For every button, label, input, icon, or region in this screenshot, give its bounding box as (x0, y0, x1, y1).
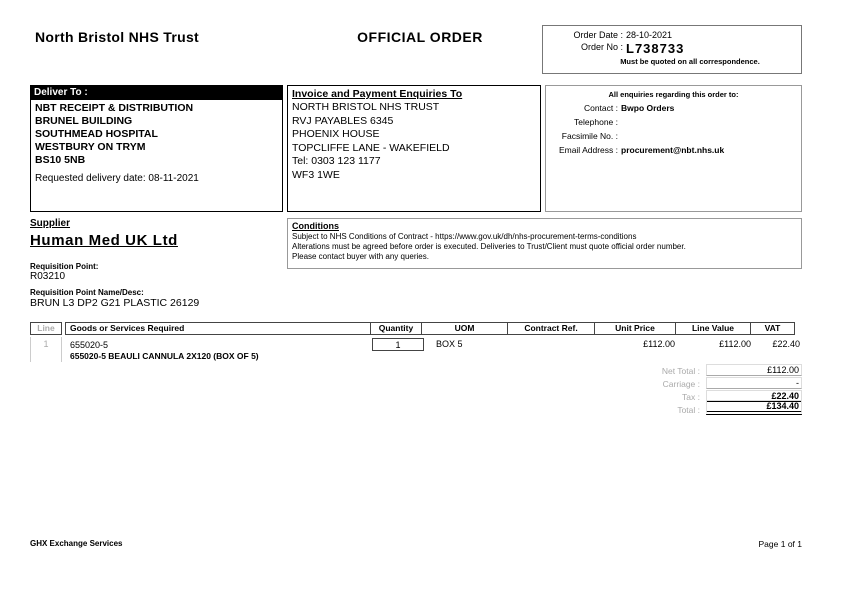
telephone-label: Telephone : (574, 117, 618, 127)
carriage-row: Carriage : - (640, 377, 802, 389)
total-row: Total : £134.40 (640, 400, 802, 415)
line-value: £112.00 (719, 339, 751, 349)
email-value: procurement@nbt.nhs.uk (621, 145, 725, 155)
conditions-box: Conditions Subject to NHS Conditions of … (287, 218, 802, 269)
total-value: £134.40 (706, 400, 802, 415)
document-title: OFFICIAL ORDER (357, 29, 483, 45)
carriage-value: - (706, 377, 802, 389)
conditions-header: Conditions (292, 221, 339, 231)
tax-row: Tax : £22.40 (640, 390, 802, 402)
order-reference-box: Order Date : 28-10-2021 Order No : L7387… (542, 25, 802, 74)
order-date-label: Order Date : (573, 30, 623, 40)
total-label: Total : (677, 405, 700, 415)
vat-value: £22.40 (772, 339, 800, 349)
goods-cell: 655020-5 655020-5 BEAULI CANNULA 2X120 (… (66, 337, 372, 362)
uom-value: BOX 5 (436, 339, 463, 349)
supplier-name: Human Med UK Ltd (30, 232, 178, 249)
order-date-value: 28-10-2021 (626, 30, 673, 40)
telephone-row: Telephone : (546, 117, 801, 127)
requisition-point-value: R03210 (30, 271, 66, 282)
deliver-line: BRUNEL BUILDING (35, 115, 133, 127)
requested-delivery-date: Requested delivery date: 08-11-2021 (35, 173, 199, 184)
tax-label: Tax : (682, 392, 700, 402)
order-no-row: Order No : L738733 (543, 42, 801, 55)
item-code: 655020-5 (70, 340, 109, 350)
col-header-goods: Goods or Services Required (65, 322, 371, 335)
invoice-line: RVJ PAYABLES 6345 (292, 114, 394, 127)
net-total-value: £112.00 (706, 364, 802, 376)
contact-row: Contact : Bwpo Orders (546, 103, 801, 113)
page-number: Page 1 of 1 (758, 539, 802, 549)
col-header-quantity: Quantity (370, 322, 422, 335)
email-label: Email Address : (558, 145, 618, 155)
totals-section: Net Total : £112.00 Carriage : - Tax : £… (640, 364, 802, 416)
col-header-line-value: Line Value (675, 322, 751, 335)
deliver-line: WESTBURY ON TRYM (35, 141, 146, 153)
invoice-line: TOPCLIFFE LANE - WAKEFIELD (292, 141, 450, 154)
invoice-line: PHOENIX HOUSE (292, 128, 380, 140)
order-no-value: L738733 (626, 41, 685, 56)
tax-value: £22.40 (706, 390, 802, 402)
order-date-row: Order Date : 28-10-2021 (543, 30, 801, 41)
item-description: 655020-5 BEAULI CANNULA 2X120 (BOX OF 5) (70, 351, 259, 361)
deliver-to-address: NBT RECEIPT & DISTRIBUTION BRUNEL BUILDI… (31, 100, 282, 167)
net-total-row: Net Total : £112.00 (640, 364, 802, 376)
requisition-name-value: BRUN L3 DP2 G21 PLASTIC 26129 (30, 297, 200, 309)
enquiries-box: All enquiries regarding this order to: C… (545, 85, 802, 212)
invoice-line: NORTH BRISTOL NHS TRUST (292, 101, 440, 113)
col-header-vat: VAT (750, 322, 795, 335)
contact-label: Contact : (583, 103, 618, 113)
col-header-uom: UOM (421, 322, 508, 335)
deliver-line: BS10 5NB (35, 154, 86, 166)
conditions-line: Alterations must be agreed before order … (292, 242, 686, 251)
order-note: Must be quoted on all correspondence. (620, 57, 760, 66)
footer-service-name: GHX Exchange Services (30, 539, 123, 548)
deliver-to-box: Deliver To : NBT RECEIPT & DISTRIBUTION … (30, 85, 283, 212)
email-row: Email Address : procurement@nbt.nhs.uk (546, 145, 801, 155)
contact-value: Bwpo Orders (621, 103, 675, 113)
table-row: 1 655020-5 655020-5 BEAULI CANNULA 2X120… (30, 337, 802, 362)
col-header-unit-price: Unit Price (594, 322, 676, 335)
deliver-line: NBT RECEIPT & DISTRIBUTION (35, 102, 194, 114)
deliver-to-header: Deliver To : (31, 86, 282, 100)
invoice-enquiries-box: Invoice and Payment Enquiries To NORTH B… (287, 85, 541, 212)
invoice-line: WF3 1WE (292, 168, 340, 181)
requisition-point-label: Requisition Point: (30, 262, 99, 271)
order-no-label: Order No : (580, 42, 623, 52)
col-header-line: Line (30, 322, 62, 335)
contract-ref-value (511, 337, 599, 362)
facsimile-label: Facsimile No. : (561, 131, 618, 141)
invoice-line: Tel: 0303 123 1177 (292, 155, 381, 167)
unit-price-value: £112.00 (643, 339, 675, 349)
quantity-cell: 1 (372, 337, 424, 362)
supplier-label: Supplier (30, 218, 71, 229)
carriage-label: Carriage : (662, 379, 700, 389)
invoice-address: NORTH BRISTOL NHS TRUST RVJ PAYABLES 634… (292, 101, 536, 182)
enquiries-heading: All enquiries regarding this order to: (608, 90, 739, 99)
conditions-line: Please contact buyer with any queries. (292, 252, 429, 261)
line-number: 1 (30, 337, 62, 362)
net-total-label: Net Total : (661, 366, 700, 376)
facsimile-row: Facsimile No. : (546, 131, 801, 141)
quantity-value: 1 (372, 338, 424, 351)
col-header-contract-ref: Contract Ref. (507, 322, 595, 335)
conditions-line: Subject to NHS Conditions of Contract - … (292, 232, 637, 241)
trust-name: North Bristol NHS Trust (35, 29, 200, 45)
requisition-name-label: Requisition Point Name/Desc: (30, 288, 144, 297)
invoice-enquiries-header: Invoice and Payment Enquiries To (292, 88, 463, 100)
order-lines-table: Line Goods or Services Required Quantity… (30, 322, 802, 362)
table-header-row: Line Goods or Services Required Quantity… (30, 322, 802, 335)
deliver-line: SOUTHMEAD HOSPITAL (35, 128, 158, 140)
